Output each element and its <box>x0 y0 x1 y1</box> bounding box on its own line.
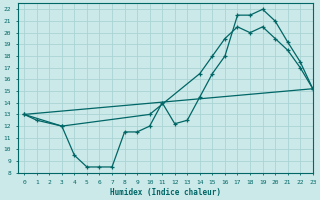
X-axis label: Humidex (Indice chaleur): Humidex (Indice chaleur) <box>110 188 221 197</box>
